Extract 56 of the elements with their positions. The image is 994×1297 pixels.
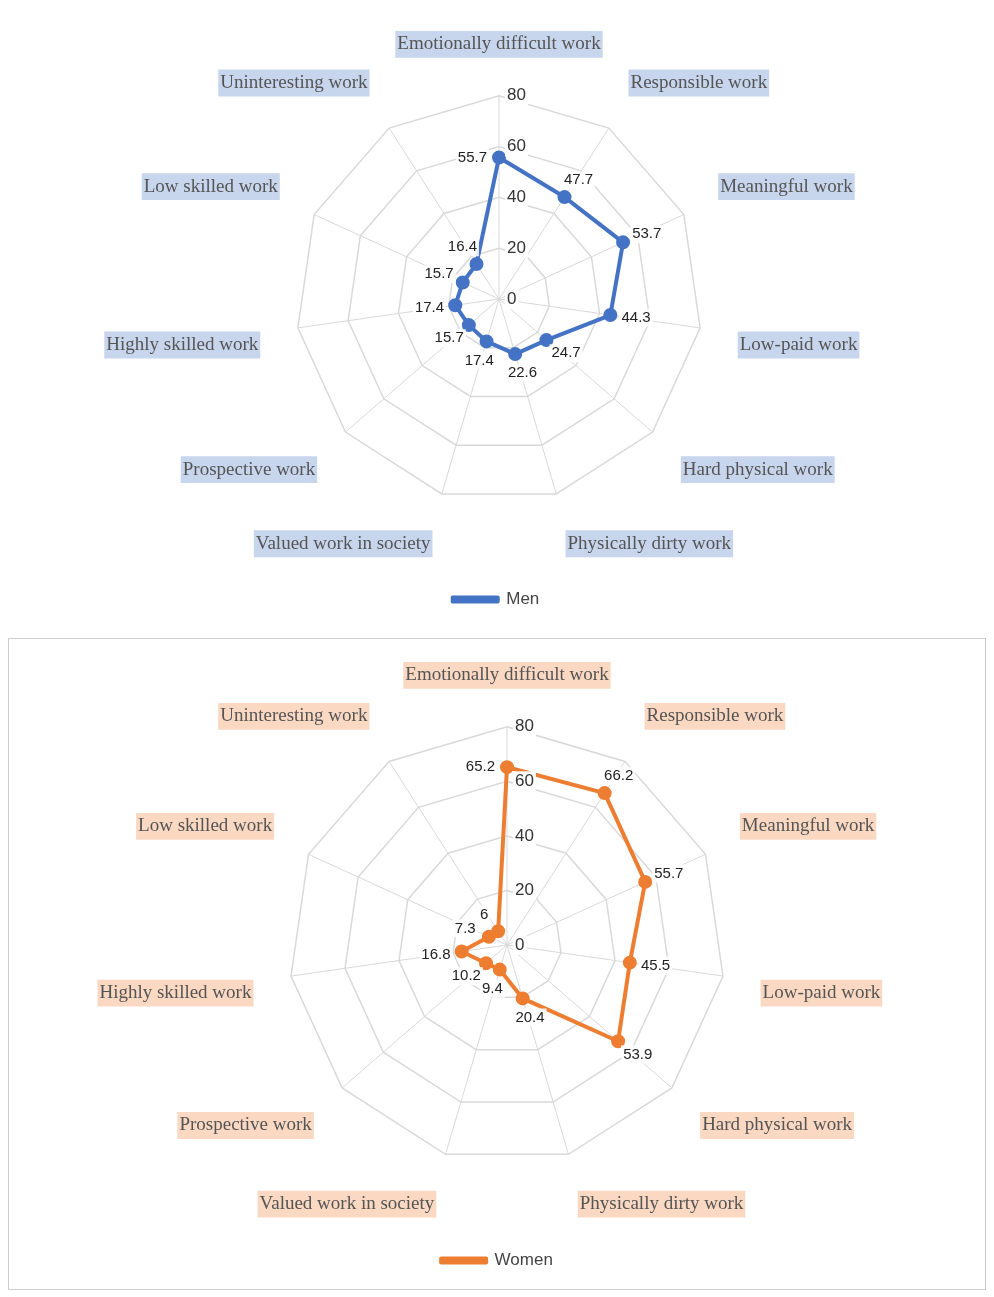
y-tick-label: 40 xyxy=(515,825,534,845)
spoke-label: Valued work in society xyxy=(259,1192,435,1214)
y-tick-label: 20 xyxy=(515,880,534,900)
data-label: 17.4 xyxy=(414,298,445,316)
legend-label: Men xyxy=(506,589,540,609)
data-label: 53.9 xyxy=(623,1044,653,1062)
data-label: 6 xyxy=(479,904,489,922)
data-label: 65.2 xyxy=(465,757,495,775)
spoke-label: Emotionally difficult work xyxy=(397,32,602,54)
y-tick-label: 0 xyxy=(507,288,517,308)
data-label: 24.7 xyxy=(551,343,581,361)
y-tick-label: 60 xyxy=(515,771,534,791)
spoke-label: Highly skilled work xyxy=(106,333,259,354)
y-tick-label: 0 xyxy=(515,934,525,954)
data-label: 20.4 xyxy=(515,1007,545,1025)
spoke-label: Low-paid work xyxy=(762,981,881,1003)
data-label: 17.4 xyxy=(464,350,494,368)
data-label: 44.3 xyxy=(621,308,651,325)
data-label: 10.2 xyxy=(451,966,481,984)
data-label: 66.2 xyxy=(604,766,634,784)
spoke-label: Uninteresting work xyxy=(220,70,368,92)
spoke-label: Low skilled work xyxy=(143,174,279,196)
spoke-label: Physically dirty work xyxy=(579,1192,744,1214)
data-label: 47.7 xyxy=(563,170,594,188)
spoke-label: Valued work in society xyxy=(255,531,431,553)
spoke-label: Highly skilled work xyxy=(99,981,252,1003)
data-label: 16.4 xyxy=(447,237,478,255)
data-label: 7.3 xyxy=(454,918,476,936)
spoke-label: Hard physical work xyxy=(682,457,834,479)
data-label: 9.4 xyxy=(482,978,503,996)
spoke-label: Emotionally difficult work xyxy=(405,663,610,685)
data-label: 53.7 xyxy=(632,224,662,242)
spoke-label: Responsible work xyxy=(646,704,784,726)
y-tick-label: 80 xyxy=(507,85,526,105)
spoke-label: Meaningful work xyxy=(741,814,875,836)
spoke-label: Uninteresting work xyxy=(220,704,368,726)
data-label: 15.7 xyxy=(434,328,464,346)
data-label: 16.8 xyxy=(421,944,451,962)
data-label: 22.6 xyxy=(507,363,538,381)
spoke-label: Meaningful work xyxy=(720,174,854,196)
data-label: 15.7 xyxy=(424,264,454,282)
legend-label: Women xyxy=(494,1250,553,1270)
data-label: 45.5 xyxy=(640,955,671,973)
spoke-label: Low-paid work xyxy=(739,333,858,354)
y-tick-label: 40 xyxy=(507,187,526,207)
spoke-label: Physically dirty work xyxy=(567,531,732,553)
spoke-label: Prospective work xyxy=(182,457,316,479)
spoke-label: Prospective work xyxy=(179,1113,313,1135)
spoke-label: Hard physical work xyxy=(702,1113,853,1135)
y-tick-label: 80 xyxy=(515,716,534,736)
spoke-label: Responsible work xyxy=(630,70,768,92)
y-tick-label: 60 xyxy=(507,136,526,156)
data-label: 55.7 xyxy=(457,147,487,165)
data-label: 55.7 xyxy=(654,863,684,881)
y-tick-label: 20 xyxy=(507,237,526,257)
spoke-label: Low skilled work xyxy=(138,814,273,836)
